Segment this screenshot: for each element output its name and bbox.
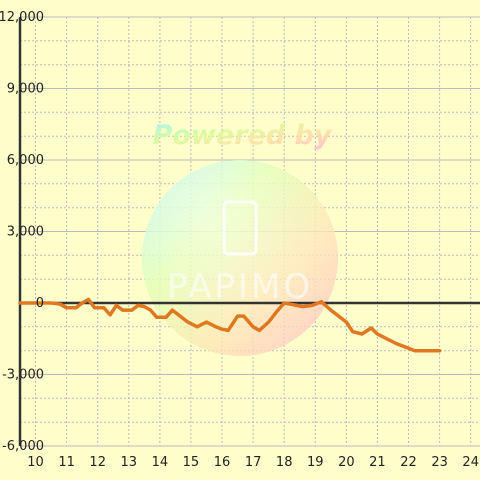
watermark-device-icon — [222, 200, 258, 256]
series-layer — [18, 297, 442, 353]
y-tick-label: 0 — [36, 296, 44, 311]
y-tick-label: 6,000 — [7, 153, 44, 168]
x-tick-label: 11 — [58, 455, 75, 470]
x-tick-label: 14 — [152, 455, 169, 470]
x-tick-label: 23 — [431, 455, 448, 470]
axes — [18, 17, 480, 446]
x-tick-label: 21 — [369, 455, 386, 470]
powered-by-watermark: Powered by PAPIMO — [142, 120, 338, 356]
watermark-brand: PAPIMO — [167, 267, 313, 307]
x-tick-label: 12 — [89, 455, 106, 470]
x-tick-label: 17 — [245, 455, 262, 470]
x-tick-label: 15 — [183, 455, 200, 470]
y-tick-label: 9,000 — [7, 82, 44, 97]
x-tick-label: 20 — [338, 455, 355, 470]
tick-labels: -6,000 -3,000 0 3,000 6,000 9,000 12,000 10 11 12… — [0, 10, 479, 470]
x-tick-label: 22 — [400, 455, 417, 470]
y-tick-label: -3,000 — [2, 368, 44, 383]
x-tick-label: 10 — [27, 455, 44, 470]
y-tick-label: 12,000 — [0, 10, 44, 25]
watermark-disc-glow — [142, 160, 338, 356]
x-tick-label: 13 — [121, 455, 138, 470]
watermark-line1: Powered by — [153, 120, 333, 151]
grid-lines — [20, 16, 480, 447]
y-tick-label: 3,000 — [7, 225, 44, 240]
x-tick-label: 19 — [307, 455, 324, 470]
series-line — [18, 297, 442, 353]
x-tick-label: 16 — [214, 455, 231, 470]
y-tick-label: -6,000 — [2, 439, 44, 454]
x-tick-label: 18 — [276, 455, 293, 470]
x-tick-label: 24 — [462, 455, 479, 470]
